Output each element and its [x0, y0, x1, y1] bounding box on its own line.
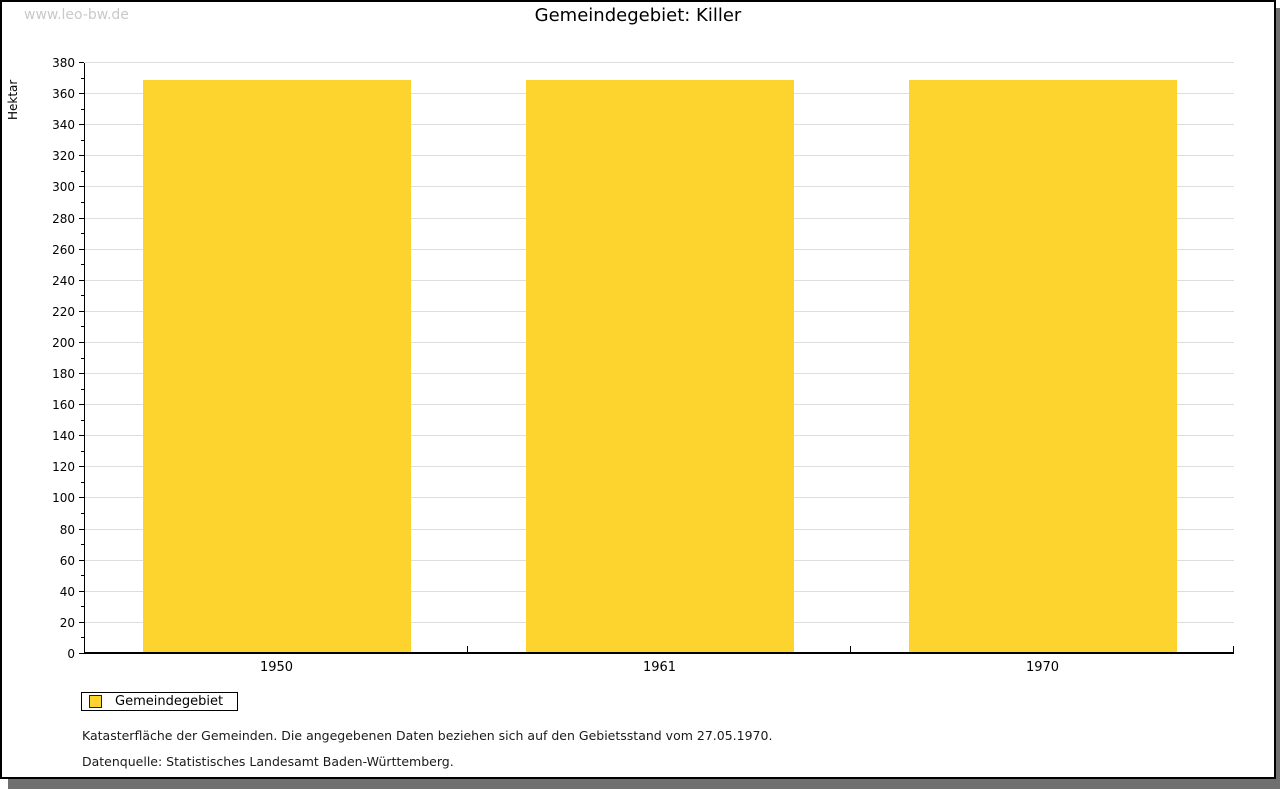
- bar-1961: [526, 80, 794, 652]
- y-axis-tick-label: 260: [52, 243, 75, 257]
- x-axis-tick-label: 1950: [259, 660, 294, 675]
- y-axis-minor-tick: [81, 420, 84, 421]
- y-axis-major-tick: [79, 93, 84, 94]
- y-axis-minor-tick: [81, 78, 84, 79]
- panel-shadow-right: [1276, 8, 1280, 789]
- y-axis-major-tick: [79, 280, 84, 281]
- y-axis-major-tick: [79, 124, 84, 125]
- footnote-line-2: Datenquelle: Statistisches Landesamt Bad…: [82, 754, 454, 769]
- y-axis-minor-tick: [81, 637, 84, 638]
- y-axis-minor-tick: [81, 171, 84, 172]
- panel-shadow-bottom: [8, 779, 1280, 789]
- y-axis-major-tick: [79, 497, 84, 498]
- y-axis-major-tick: [79, 311, 84, 312]
- y-axis-minor-tick: [81, 233, 84, 234]
- y-axis-tick-label: 300: [52, 180, 75, 194]
- y-axis-major-tick: [79, 373, 84, 374]
- y-axis-title: Hektar: [6, 79, 20, 120]
- y-axis-major-tick: [79, 591, 84, 592]
- x-axis-boundary-tick: [1233, 646, 1234, 652]
- y-axis-minor-tick: [81, 513, 84, 514]
- y-axis-major-tick: [79, 653, 84, 654]
- y-axis-major-tick: [79, 186, 84, 187]
- y-axis-major-tick: [79, 466, 84, 467]
- x-axis-tick-label: 1961: [642, 660, 677, 675]
- y-axis-minor-tick: [81, 606, 84, 607]
- y-axis-tick-label: 40: [59, 585, 75, 599]
- y-axis-major-tick: [79, 249, 84, 250]
- y-axis-tick-label: 0: [67, 647, 75, 661]
- y-axis-tick-label: 220: [52, 305, 75, 319]
- x-axis-boundary-tick: [467, 646, 468, 652]
- y-axis-tick-label: 360: [52, 87, 75, 101]
- y-axis-minor-tick: [81, 109, 84, 110]
- y-axis-major-tick: [79, 62, 84, 63]
- footnote-line-1: Katasterfläche der Gemeinden. Die angege…: [82, 728, 773, 743]
- y-axis-tick-label: 120: [52, 460, 75, 474]
- y-axis-tick-label: 180: [52, 367, 75, 381]
- y-axis-minor-tick: [81, 326, 84, 327]
- y-axis-tick-label: 60: [59, 554, 75, 568]
- plot-area: 0 20 40 60 80 100 120 140 160 180 200 220 240 260 280 3…: [52, 56, 1234, 675]
- y-axis-minor-tick: [81, 389, 84, 390]
- y-axis-tick-label: 200: [52, 336, 75, 350]
- y-axis-major-tick: [79, 435, 84, 436]
- bar-1970: [909, 80, 1177, 652]
- y-axis-tick-label: 80: [59, 523, 75, 537]
- y-axis-minor-tick: [81, 575, 84, 576]
- y-axis-minor-tick: [81, 295, 84, 296]
- y-axis-minor-tick: [81, 202, 84, 203]
- y-axis-major-tick: [79, 404, 84, 405]
- legend: Gemeindegebiet: [81, 692, 239, 711]
- y-axis-tick-label: 20: [59, 616, 75, 630]
- chart-title: Gemeindegebiet: Killer: [534, 5, 742, 26]
- y-axis-major-tick: [79, 529, 84, 530]
- y-axis-major-tick: [79, 155, 84, 156]
- y-gridline: [85, 62, 1234, 63]
- y-axis-minor-tick: [81, 482, 84, 483]
- y-axis-tick-label: 280: [52, 212, 75, 226]
- y-axis-major-tick: [79, 342, 84, 343]
- y-axis-minor-tick: [81, 544, 84, 545]
- y-axis-tick-label: 140: [52, 429, 75, 443]
- y-axis-tick-label: 240: [52, 274, 75, 288]
- x-axis-boundary-tick: [850, 646, 851, 652]
- y-axis-major-tick: [79, 560, 84, 561]
- y-axis-tick-label: 100: [52, 491, 75, 505]
- y-axis-minor-tick: [81, 451, 84, 452]
- y-axis-major-tick: [79, 622, 84, 623]
- y-axis-tick-label: 320: [52, 149, 75, 163]
- x-axis-tick-label: 1970: [1025, 660, 1060, 675]
- y-axis-major-tick: [79, 218, 84, 219]
- y-axis-minor-tick: [81, 358, 84, 359]
- watermark: www.leo-bw.de: [24, 7, 129, 23]
- legend-label: Gemeindegebiet: [115, 694, 224, 709]
- y-axis-tick-label: 340: [52, 118, 75, 132]
- bar-1950: [143, 80, 411, 652]
- y-axis-minor-tick: [81, 264, 84, 265]
- y-axis-minor-tick: [81, 140, 84, 141]
- y-axis-tick-label: 380: [52, 56, 75, 70]
- y-axis-tick-label: 160: [52, 398, 75, 412]
- legend-swatch-icon: [89, 695, 102, 708]
